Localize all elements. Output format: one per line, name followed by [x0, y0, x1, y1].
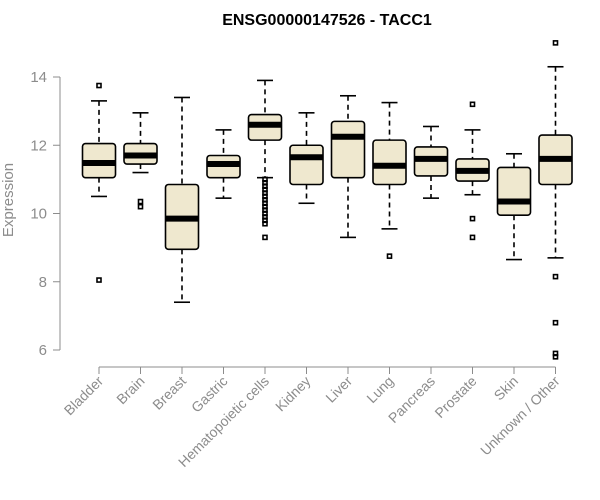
y-tick-label: 12: [30, 137, 47, 154]
chart-title: ENSG00000147526 - TACC1: [222, 12, 432, 29]
y-tick-label: 6: [39, 342, 47, 359]
x-tick-label: Kidney: [272, 373, 314, 415]
outlier-point: [262, 220, 268, 227]
iqr-box: [372, 139, 407, 186]
outlier-point: [552, 40, 559, 46]
outlier-point: [469, 215, 476, 222]
x-tick-label: Skin: [491, 373, 522, 404]
outlier-point: [96, 277, 102, 283]
y-axis: 6 8 10 12 14: [30, 69, 61, 359]
box-unknown-other: [538, 40, 573, 360]
outlier-point: [469, 101, 476, 108]
outlier-point: [262, 234, 268, 241]
x-tick-label: Unknown / Other: [477, 373, 563, 459]
y-tick-label: 10: [30, 206, 47, 223]
iqr-box: [496, 166, 532, 217]
y-tick-label: 14: [30, 69, 47, 86]
y-tick-label: 8: [39, 274, 47, 291]
x-tick-label: Breast: [149, 373, 189, 413]
box-bladder: [81, 82, 117, 283]
x-tick-label: Brain: [113, 373, 147, 407]
box-hematopoietic-cells: [247, 79, 283, 241]
iqr-box: [289, 144, 324, 186]
x-tick-label: Prostate: [431, 373, 479, 421]
box-kidney: [289, 112, 324, 205]
outlier-point: [137, 198, 144, 205]
boxes-group: [81, 40, 573, 360]
box-breast: [164, 96, 200, 304]
box-prostate: [455, 101, 490, 241]
x-tick-label: Liver: [322, 373, 355, 406]
box-liver: [330, 94, 366, 239]
outlier-point: [96, 82, 102, 89]
x-tick-label: Lung: [363, 373, 396, 406]
outlier-point: [552, 354, 559, 360]
outlier-point: [552, 319, 559, 326]
box-brain: [123, 112, 158, 210]
x-tick-label: Bladder: [61, 373, 107, 419]
iqr-box: [330, 120, 366, 179]
outlier-point: [137, 203, 144, 210]
box-pancreas: [413, 125, 449, 199]
box-skin: [496, 152, 532, 261]
outlier-point: [552, 273, 559, 280]
outlier-point: [469, 234, 476, 241]
y-axis-label: Expression: [0, 163, 17, 237]
box-gastric: [206, 129, 241, 199]
box-lung: [372, 101, 407, 259]
outlier-point: [386, 253, 393, 259]
